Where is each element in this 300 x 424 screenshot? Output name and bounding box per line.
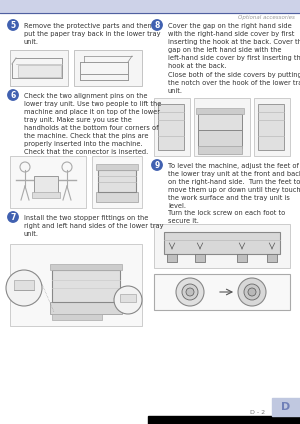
Text: To level the machine, adjust the feet of
the lower tray unit at the front and ba: To level the machine, adjust the feet of… — [168, 163, 300, 209]
Bar — [194, 98, 250, 156]
Bar — [164, 232, 280, 254]
Text: 7: 7 — [10, 212, 16, 221]
Circle shape — [248, 288, 256, 296]
Bar — [237, 254, 247, 262]
Text: Close both of the side covers by putting
the notch over the hook of the lower tr: Close both of the side covers by putting… — [168, 72, 300, 94]
Bar — [50, 302, 122, 314]
Circle shape — [114, 286, 142, 314]
Bar — [154, 98, 190, 156]
Circle shape — [6, 270, 42, 306]
Bar — [74, 50, 142, 86]
Circle shape — [152, 160, 162, 170]
Bar — [92, 156, 142, 208]
Bar — [120, 294, 136, 302]
Bar — [96, 164, 138, 170]
Bar — [10, 50, 68, 86]
Bar — [198, 114, 242, 130]
Text: D - 2: D - 2 — [250, 410, 266, 416]
Circle shape — [176, 278, 204, 306]
Bar — [198, 130, 242, 148]
Bar — [98, 170, 136, 192]
Text: 6: 6 — [11, 90, 16, 100]
Bar — [32, 192, 60, 198]
Circle shape — [186, 288, 194, 296]
Text: Cover the gap on the right hand side
with the right-hand side cover by first
ins: Cover the gap on the right hand side wit… — [168, 23, 300, 69]
Bar — [195, 254, 205, 262]
Circle shape — [8, 90, 18, 100]
Bar — [258, 104, 284, 150]
Text: Optional accessories: Optional accessories — [238, 16, 295, 20]
Bar — [52, 270, 120, 302]
Bar — [96, 192, 138, 202]
Bar — [158, 104, 184, 150]
Text: 5: 5 — [11, 20, 16, 30]
Circle shape — [8, 20, 18, 30]
Bar — [14, 280, 34, 290]
Bar — [52, 314, 102, 320]
Bar — [272, 398, 300, 416]
Bar — [0, 0, 300, 13]
Bar — [34, 176, 58, 194]
Text: Remove the protective parts and then
put the paper tray back in the lower tray
u: Remove the protective parts and then put… — [24, 23, 160, 45]
Bar — [154, 274, 290, 310]
Circle shape — [238, 278, 266, 306]
Bar — [10, 156, 86, 208]
Bar — [267, 254, 277, 262]
Text: D: D — [281, 402, 291, 412]
Circle shape — [182, 284, 198, 300]
Bar — [50, 264, 122, 270]
Circle shape — [244, 284, 260, 300]
Circle shape — [8, 212, 18, 222]
Text: 8: 8 — [154, 20, 160, 30]
Bar — [198, 146, 242, 154]
Bar — [154, 224, 290, 268]
Circle shape — [152, 20, 162, 30]
Text: 9: 9 — [154, 161, 160, 170]
Bar — [148, 416, 300, 424]
Bar — [18, 65, 61, 77]
Bar — [254, 98, 290, 156]
Text: Check the two alignment pins on the
lower tray unit. Use two people to lift the
: Check the two alignment pins on the lowe… — [24, 93, 161, 155]
Bar — [167, 254, 177, 262]
Text: Install the two stopper fittings on the
right and left hand sides of the lower t: Install the two stopper fittings on the … — [24, 215, 164, 237]
Bar — [10, 244, 142, 326]
Text: Turn the lock screw on each foot to
secure it.: Turn the lock screw on each foot to secu… — [168, 210, 285, 224]
Bar — [196, 108, 244, 114]
